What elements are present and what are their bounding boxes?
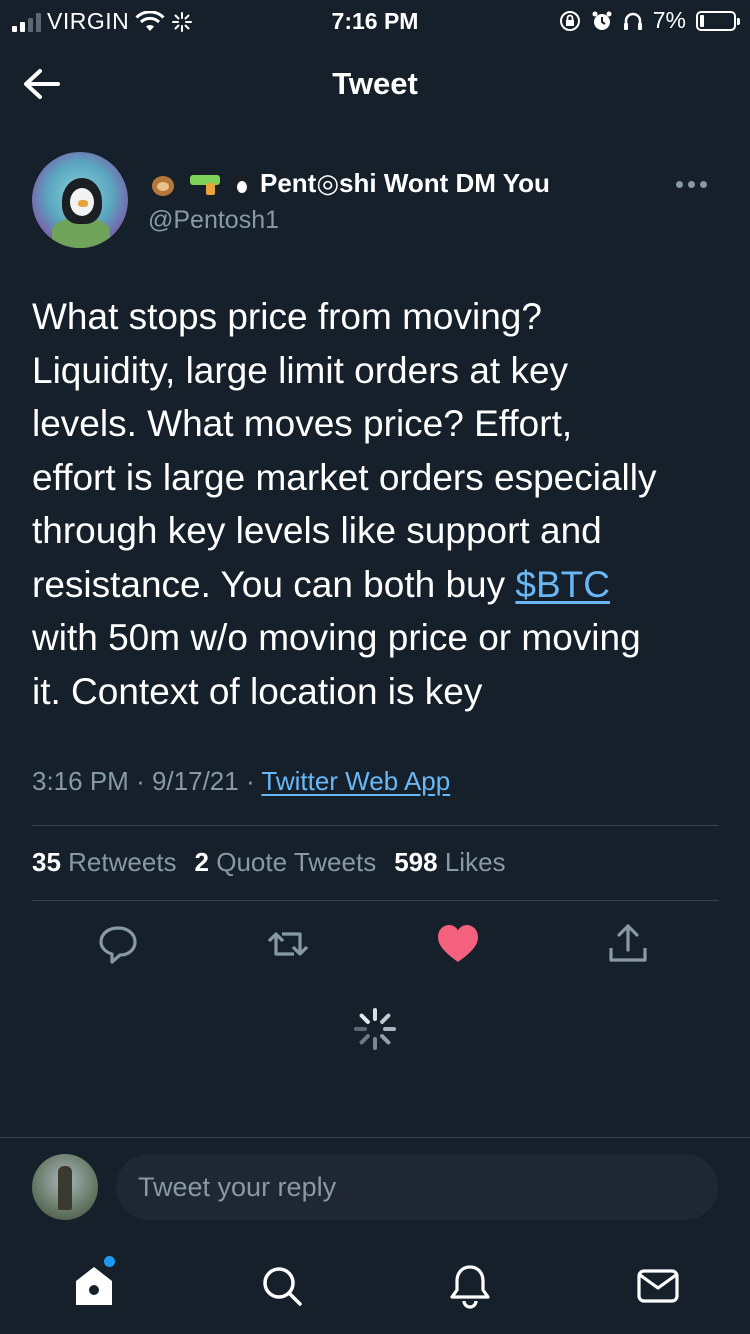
meta-separator: · [136, 766, 145, 796]
tweet-date: 9/17/21 [151, 766, 239, 796]
tweet-line: through key levels like support and [32, 510, 602, 551]
status-right: 7% [559, 7, 740, 34]
header: Tweet [0, 50, 750, 120]
wifi-icon [135, 10, 165, 31]
tweet-meta: 3:16 PM · 9/17/21 · Twitter Web App [32, 766, 450, 797]
battery-icon [696, 10, 740, 31]
meta-separator: · [245, 766, 255, 796]
tweet-line: Liquidity, large limit orders at key [32, 349, 569, 391]
tweet-text: What stops price from moving? Liquidity,… [32, 290, 722, 718]
water-pistol-icon [186, 173, 222, 195]
retweets-label: Retweets [68, 847, 177, 877]
tweet-line-with-cashtag: resistance. You can both buy $BTC [32, 558, 722, 612]
bell-icon[interactable] [446, 1262, 494, 1310]
rotation-lock-icon [559, 10, 580, 31]
carrier-name: VIRGIN [47, 8, 130, 34]
signal-icon [12, 12, 41, 32]
share-icon[interactable] [604, 920, 652, 968]
home-icon[interactable] [70, 1262, 118, 1310]
status-left: VIRGIN [12, 8, 193, 35]
tweet-line: it. Context of location is key [32, 670, 483, 712]
likes-count: 598 [394, 847, 438, 877]
spinner-icon [354, 1008, 396, 1050]
status-bar: VIRGIN 7:16 PM [0, 0, 750, 40]
quote-tweets-stat[interactable]: 2 Quote Tweets [195, 847, 377, 878]
divider [32, 825, 718, 826]
headphones-icon [623, 12, 642, 30]
page-title: Tweet [332, 66, 418, 101]
new-content-dot [104, 1256, 115, 1267]
retweets-count: 35 [32, 847, 61, 877]
tweet-line: with 50m w/o moving price or moving [32, 617, 641, 658]
quotes-label: Quote Tweets [216, 847, 377, 877]
activity-icon [172, 11, 193, 32]
battery-percent: 7% [652, 7, 686, 33]
author-handle[interactable]: @Pentosh1 [148, 206, 280, 234]
arrow-left-icon[interactable] [18, 62, 66, 106]
cashtag-link[interactable]: $BTC [515, 563, 610, 605]
search-icon[interactable] [258, 1262, 306, 1310]
tweet-stats: 35 Retweets 2 Quote Tweets 598 Likes [32, 847, 506, 878]
quotes-count: 2 [194, 847, 210, 877]
bottom-tab-bar [0, 1250, 750, 1334]
tweet-line: effort is large market orders especially [32, 456, 657, 498]
more-dots-icon[interactable] [676, 174, 716, 194]
display-name-text: Pent◎shi Wont DM You [260, 168, 550, 198]
tweet-time: 3:16 PM [32, 766, 129, 796]
author-display-name[interactable]: Pent◎shi Wont DM You [148, 168, 550, 199]
heart-filled-icon[interactable] [434, 920, 482, 968]
user-avatar[interactable] [32, 1154, 98, 1220]
author-avatar[interactable] [32, 152, 128, 248]
divider [32, 900, 718, 901]
status-time: 7:16 PM [331, 8, 419, 34]
tweet-line: resistance. You can both buy [32, 563, 516, 605]
likes-label: Likes [444, 847, 506, 877]
reply-input[interactable] [116, 1154, 718, 1220]
alarm-icon [592, 11, 612, 30]
likes-stat[interactable]: 598 Likes [394, 847, 505, 878]
tweet-line: levels. What moves price? Effort, [32, 403, 573, 444]
retweet-icon[interactable] [264, 920, 312, 968]
tweet-actions [0, 920, 750, 970]
tweet-line: What stops price from moving? [32, 296, 542, 337]
divider [0, 1137, 750, 1138]
penguin-icon [226, 171, 256, 197]
teddy-bear-icon [148, 170, 178, 198]
tweet-source-link[interactable]: Twitter Web App [261, 766, 451, 796]
tweet-author: Pent◎shi Wont DM You @Pentosh1 [32, 152, 722, 252]
reply-bubble-icon[interactable] [94, 920, 142, 968]
retweets-stat[interactable]: 35 Retweets [32, 847, 177, 878]
mail-icon[interactable] [634, 1262, 682, 1310]
